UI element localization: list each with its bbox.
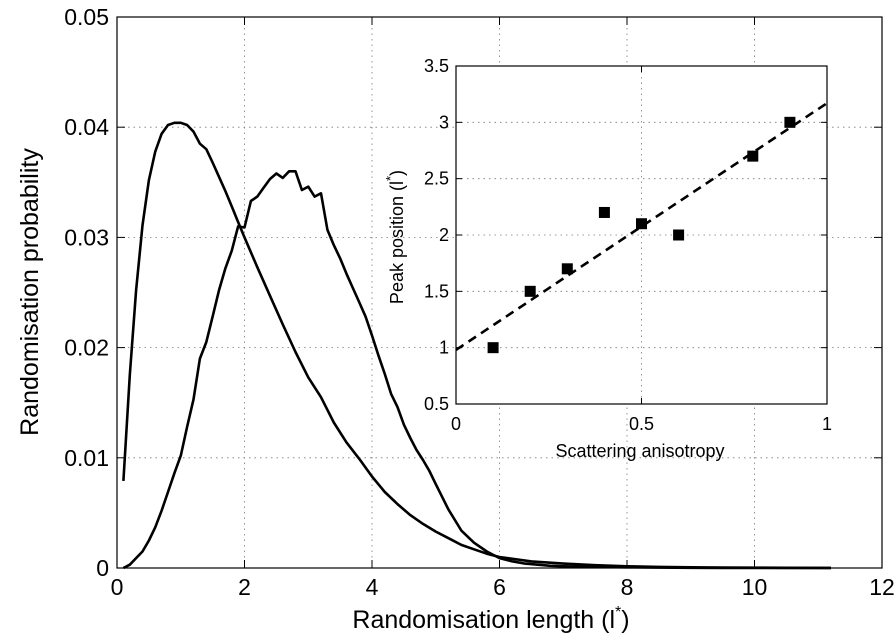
inset-y-tick-label: 0.5 <box>424 394 449 414</box>
inset-x-tick-label: 0.5 <box>629 414 654 434</box>
main-y-axis-label: Randomisation probability <box>16 148 44 436</box>
main-x-tick-label: 0 <box>111 574 124 600</box>
main-x-axis-label: Randomisation length (l*) <box>352 604 629 634</box>
inset-x-tick-label: 1 <box>822 414 832 434</box>
main-x-tick-label: 4 <box>366 574 379 600</box>
inset-y-tick-label: 2 <box>439 225 449 245</box>
main-x-tick-labels: 0 2 4 6 8 10 12 <box>111 574 894 600</box>
inset-y-tick-label: 3.5 <box>424 56 449 76</box>
main-x-axis-label-sup: * <box>615 604 621 621</box>
main-x-tick-label: 10 <box>742 574 768 600</box>
main-ticks <box>116 16 883 569</box>
inset-y-axis-label-text: Peak position (l <box>387 181 407 304</box>
inset-y-axis-label-sup: * <box>383 176 398 181</box>
main-x-axis-label-end: ) <box>621 606 629 634</box>
inset-grid <box>456 66 827 404</box>
main-curves <box>122 121 832 570</box>
main-chart: 0 2 4 6 8 10 12 00.010.020.030.040.05 Randomis… <box>16 4 894 634</box>
main-series-2-line <box>122 170 831 570</box>
inset-data-point <box>636 218 647 230</box>
main-x-axis-label-text: Randomisation length (l <box>352 606 615 634</box>
inset-data-point <box>784 116 796 128</box>
main-x-tick-label: 2 <box>238 574 251 600</box>
main-x-tick-label: 6 <box>493 574 506 600</box>
main-y-tick-labels: 0 0.01 0.02 0.03 0.04 0.05 <box>64 4 109 581</box>
main-y-tick-label: 0.01 <box>64 445 109 471</box>
inset-y-tick-label: 1.5 <box>424 281 449 301</box>
main-series-1-line <box>122 121 832 570</box>
inset-y-axis-label-end: ) <box>387 170 407 176</box>
inset-y-tick-label: 1 <box>439 338 449 358</box>
main-y-tick-label: 0.05 <box>64 4 109 30</box>
inset-data-point <box>524 285 536 297</box>
main-y-tick-label: 0.02 <box>64 335 109 361</box>
main-y-tick-label: 0.04 <box>64 114 109 140</box>
inset-x-tick-label: 0 <box>451 414 461 434</box>
inset-chart: 0 0.5 1 0.511.522.533.5 Scattering anisotr… <box>383 56 832 461</box>
inset-data-point <box>747 150 759 162</box>
inset-x-tick-labels: 0 0.5 1 <box>451 414 832 434</box>
main-y-tick-label: 0 <box>96 555 109 581</box>
main-x-tick-label: 12 <box>869 574 894 600</box>
inset-data-point <box>598 206 610 218</box>
inset-data-point <box>561 263 573 275</box>
inset-points <box>487 116 796 354</box>
inset-ticks <box>455 65 828 405</box>
main-x-tick-label: 8 <box>621 574 634 600</box>
inset-y-tick-labels: 0.5 1 1.5 2 2.5 3 3.5 <box>424 56 449 414</box>
inset-data-point <box>487 342 499 354</box>
main-y-tick-label: 0.03 <box>64 224 109 250</box>
inset-y-tick-label: 3 <box>439 112 449 132</box>
inset-x-axis-label: Scattering anisotropy <box>555 441 724 461</box>
inset-data-point <box>673 229 685 241</box>
inset-y-axis-label: Peak position (l*) <box>383 170 407 304</box>
inset-y-tick-label: 2.5 <box>424 169 449 189</box>
